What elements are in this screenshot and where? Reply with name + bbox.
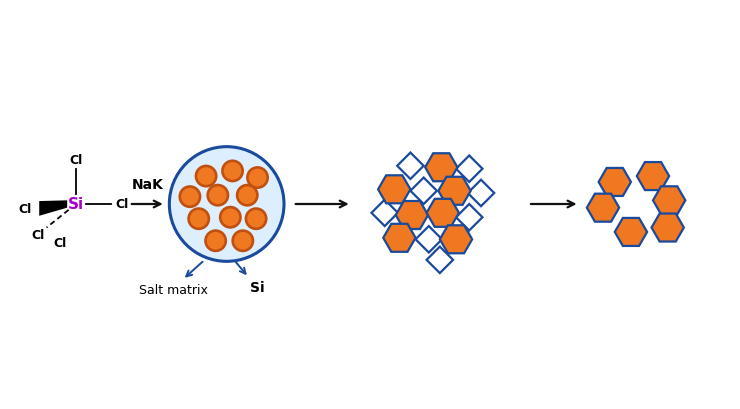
Polygon shape [587, 194, 619, 222]
Circle shape [190, 210, 207, 228]
Polygon shape [456, 204, 482, 231]
Text: Si: Si [250, 281, 265, 295]
Text: Cl: Cl [115, 198, 129, 211]
Circle shape [223, 163, 241, 180]
Polygon shape [440, 226, 472, 254]
Polygon shape [468, 180, 494, 207]
Text: Cl: Cl [53, 236, 67, 249]
Polygon shape [416, 227, 442, 253]
Polygon shape [651, 214, 684, 242]
Polygon shape [456, 156, 482, 182]
Text: NaK: NaK [131, 178, 164, 191]
Polygon shape [637, 163, 669, 191]
Circle shape [238, 187, 256, 204]
Circle shape [236, 184, 259, 207]
Polygon shape [426, 199, 459, 227]
Circle shape [246, 166, 269, 189]
Polygon shape [653, 187, 685, 215]
Polygon shape [396, 202, 428, 229]
Polygon shape [383, 224, 416, 252]
Text: Si: Si [68, 197, 84, 212]
Circle shape [198, 168, 215, 185]
Text: Cl: Cl [70, 154, 83, 167]
Polygon shape [39, 201, 67, 216]
Circle shape [195, 165, 218, 188]
Polygon shape [425, 154, 457, 182]
Circle shape [206, 232, 224, 250]
Circle shape [219, 206, 242, 229]
Circle shape [178, 186, 201, 209]
Circle shape [221, 160, 244, 183]
Polygon shape [426, 247, 453, 274]
Polygon shape [438, 178, 471, 205]
Circle shape [187, 208, 210, 231]
Polygon shape [411, 178, 437, 204]
Text: Cl: Cl [31, 229, 44, 242]
Circle shape [204, 230, 227, 253]
Circle shape [247, 210, 265, 228]
Circle shape [221, 209, 239, 227]
Circle shape [209, 187, 226, 204]
Text: Salt matrix: Salt matrix [139, 284, 208, 297]
Circle shape [232, 230, 255, 253]
Circle shape [181, 189, 199, 206]
Circle shape [234, 232, 252, 250]
Polygon shape [615, 218, 647, 246]
Circle shape [249, 169, 266, 187]
Circle shape [206, 184, 229, 207]
Circle shape [245, 208, 268, 231]
Polygon shape [371, 200, 398, 227]
Polygon shape [378, 176, 411, 204]
Polygon shape [599, 169, 631, 196]
Polygon shape [397, 153, 424, 180]
Circle shape [169, 147, 284, 262]
Text: Cl: Cl [18, 202, 31, 216]
